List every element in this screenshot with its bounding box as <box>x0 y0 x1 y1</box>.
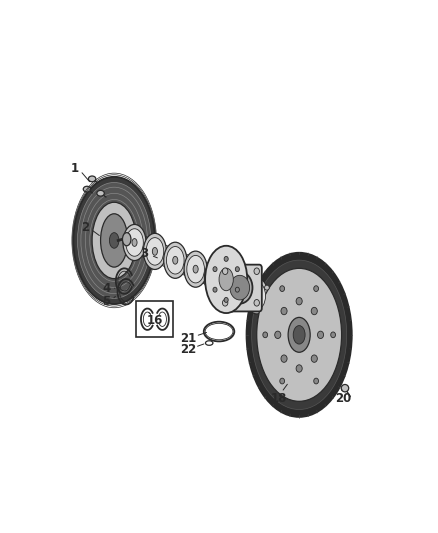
Text: 18: 18 <box>271 392 287 405</box>
Ellipse shape <box>152 247 157 255</box>
Ellipse shape <box>101 214 128 267</box>
Ellipse shape <box>234 283 239 291</box>
Ellipse shape <box>251 260 347 409</box>
Ellipse shape <box>88 176 96 182</box>
Circle shape <box>311 355 317 362</box>
Ellipse shape <box>97 190 104 196</box>
Circle shape <box>296 365 302 372</box>
Ellipse shape <box>257 268 342 401</box>
Circle shape <box>331 332 336 338</box>
Text: 22: 22 <box>180 343 196 356</box>
Ellipse shape <box>205 246 247 313</box>
Text: 16: 16 <box>147 314 163 327</box>
Ellipse shape <box>146 238 164 265</box>
Ellipse shape <box>110 232 119 248</box>
Circle shape <box>223 268 228 274</box>
Ellipse shape <box>293 326 305 344</box>
Text: 21: 21 <box>180 332 196 345</box>
Circle shape <box>224 297 228 302</box>
Ellipse shape <box>227 272 252 304</box>
Ellipse shape <box>227 273 245 301</box>
Text: 20: 20 <box>335 392 351 405</box>
Ellipse shape <box>173 256 178 264</box>
Ellipse shape <box>213 274 219 282</box>
Ellipse shape <box>288 317 310 352</box>
Ellipse shape <box>341 384 349 392</box>
Circle shape <box>235 266 240 272</box>
Ellipse shape <box>126 229 143 256</box>
Circle shape <box>314 378 318 384</box>
Circle shape <box>296 297 302 305</box>
Circle shape <box>223 300 228 306</box>
Ellipse shape <box>90 199 138 281</box>
Ellipse shape <box>74 177 155 304</box>
Ellipse shape <box>166 247 184 274</box>
Text: 1: 1 <box>71 162 78 175</box>
Text: 5: 5 <box>102 295 111 309</box>
Ellipse shape <box>143 233 166 270</box>
Circle shape <box>263 332 268 338</box>
Ellipse shape <box>83 186 91 192</box>
Circle shape <box>311 308 317 314</box>
FancyBboxPatch shape <box>136 301 173 337</box>
Ellipse shape <box>205 260 227 296</box>
Ellipse shape <box>207 264 225 292</box>
Ellipse shape <box>123 224 146 261</box>
Ellipse shape <box>245 278 268 314</box>
Ellipse shape <box>78 182 151 298</box>
Circle shape <box>235 287 240 292</box>
Circle shape <box>254 268 259 274</box>
Circle shape <box>213 266 217 272</box>
Ellipse shape <box>230 276 250 300</box>
Circle shape <box>281 308 287 314</box>
Ellipse shape <box>248 282 265 310</box>
Ellipse shape <box>184 251 207 287</box>
Ellipse shape <box>123 232 131 246</box>
Ellipse shape <box>219 268 233 290</box>
Ellipse shape <box>164 242 187 278</box>
Ellipse shape <box>247 253 352 417</box>
Circle shape <box>314 286 318 292</box>
Ellipse shape <box>193 265 198 273</box>
Circle shape <box>280 286 285 292</box>
Circle shape <box>280 378 285 384</box>
Ellipse shape <box>254 292 259 300</box>
Text: 2: 2 <box>81 221 89 234</box>
Ellipse shape <box>92 202 136 279</box>
Ellipse shape <box>132 239 137 246</box>
Circle shape <box>254 300 259 306</box>
Ellipse shape <box>265 285 269 290</box>
Ellipse shape <box>81 187 148 294</box>
Text: 3: 3 <box>141 247 149 260</box>
Ellipse shape <box>187 255 205 283</box>
Circle shape <box>281 355 287 362</box>
Ellipse shape <box>85 193 143 287</box>
Circle shape <box>213 287 217 292</box>
Text: 4: 4 <box>102 282 111 295</box>
Circle shape <box>224 256 228 261</box>
Circle shape <box>275 331 281 338</box>
FancyBboxPatch shape <box>221 265 262 311</box>
Circle shape <box>318 331 324 338</box>
Ellipse shape <box>225 269 248 305</box>
